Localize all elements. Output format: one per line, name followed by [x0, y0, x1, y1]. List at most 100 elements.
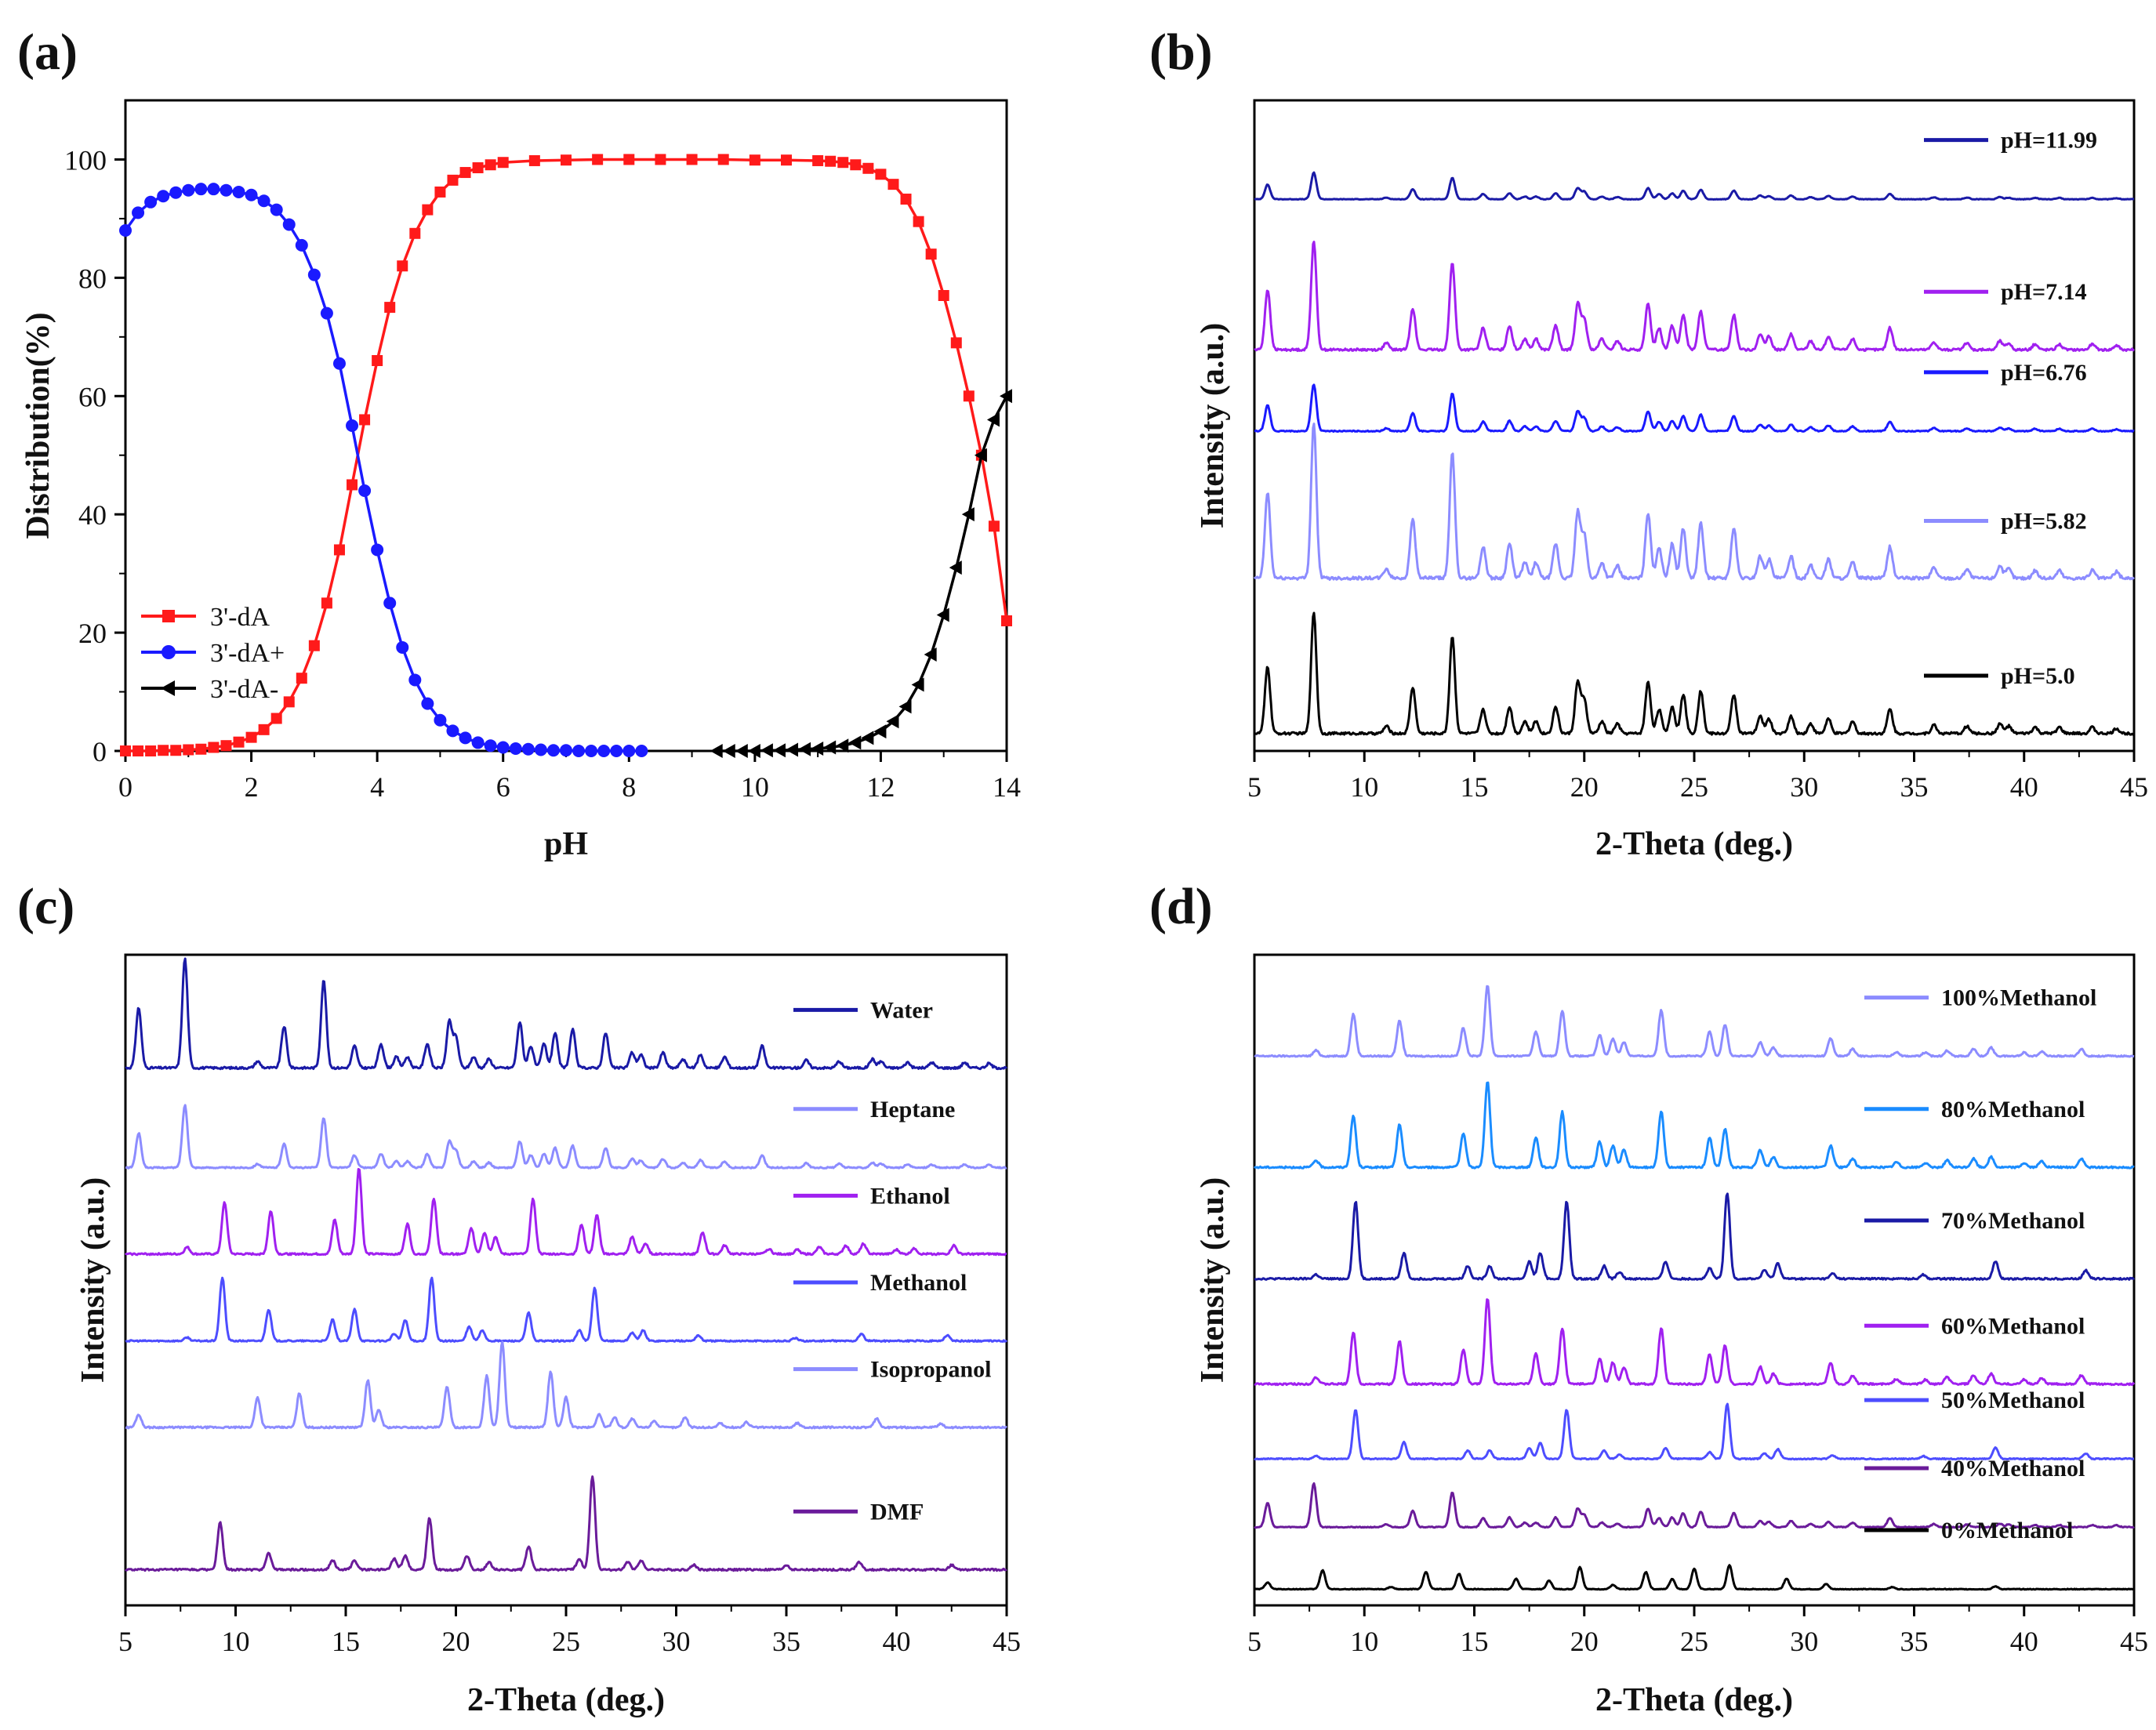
- pattern-trace-5: [124, 1475, 1007, 1572]
- legend-marker: [162, 645, 176, 659]
- pattern-trace-0: [1254, 985, 2135, 1058]
- panel-label: (b): [1149, 24, 1213, 81]
- marker-square: [283, 696, 295, 708]
- x-tick-label: 5: [1247, 1626, 1261, 1657]
- marker-square: [384, 302, 396, 314]
- pattern-trace-3: [1253, 423, 2136, 581]
- marker-square: [1001, 615, 1012, 626]
- marker-triangle: [861, 731, 874, 745]
- legend-label: Heptane: [870, 1097, 955, 1123]
- x-tick-label: 35: [1900, 1626, 1929, 1657]
- x-tick-label: 10: [741, 771, 769, 803]
- marker-square: [132, 745, 144, 756]
- marker-circle: [635, 745, 648, 757]
- marker-square: [120, 745, 131, 756]
- pattern-trace-6: [1254, 1564, 2135, 1591]
- marker-triangle: [1000, 389, 1012, 404]
- marker-triangle: [798, 742, 811, 756]
- marker-square: [422, 204, 434, 216]
- marker-triangle: [936, 607, 949, 622]
- x-tick-label: 35: [1900, 771, 1929, 803]
- marker-square: [170, 745, 182, 756]
- x-tick-label: 30: [1790, 1626, 1818, 1657]
- pattern-trace-4: [125, 1340, 1007, 1430]
- x-tick-label: 30: [1790, 771, 1818, 803]
- marker-square: [925, 248, 937, 260]
- x-tick-label: 30: [662, 1626, 691, 1657]
- x-tick-label: 5: [1247, 771, 1261, 803]
- legend-label: pH=5.0: [2001, 663, 2075, 689]
- x-tick-label: 0: [118, 771, 132, 803]
- pattern-trace-1: [1254, 241, 2135, 352]
- y-tick-label: 100: [64, 144, 107, 176]
- legend-label: DMF: [870, 1499, 924, 1525]
- panel-label: (d): [1149, 878, 1213, 935]
- marker-circle: [371, 543, 384, 557]
- marker-triangle: [747, 744, 760, 758]
- legend-label: pH=7.14: [2001, 279, 2087, 305]
- marker-square: [447, 174, 459, 186]
- marker-circle: [484, 739, 497, 753]
- marker-circle: [534, 743, 547, 756]
- marker-circle: [307, 268, 321, 281]
- marker-square: [258, 724, 270, 735]
- marker-circle: [220, 183, 233, 197]
- marker-square: [988, 520, 1000, 532]
- legend-label: Water: [870, 997, 933, 1023]
- legend-label: pH=11.99: [2001, 128, 2097, 154]
- marker-square: [850, 159, 862, 171]
- marker-triangle: [710, 744, 723, 758]
- pattern-trace-3: [125, 1276, 1008, 1343]
- x-tick-label: 35: [772, 1626, 800, 1657]
- pattern-trace-0: [1254, 171, 2135, 201]
- series-line-1: [124, 187, 642, 753]
- y-tick-label: 80: [78, 263, 107, 294]
- marker-circle: [383, 597, 397, 610]
- marker-circle: [521, 742, 535, 756]
- pattern-trace-4: [1254, 1402, 2135, 1461]
- marker-triangle: [772, 743, 786, 758]
- marker-square: [359, 414, 371, 426]
- marker-square: [321, 597, 332, 609]
- marker-circle: [245, 188, 258, 201]
- legend-marker: [161, 680, 175, 696]
- marker-circle: [509, 742, 522, 755]
- marker-triangle: [974, 448, 987, 462]
- marker-square: [208, 742, 220, 753]
- marker-circle: [396, 640, 409, 654]
- marker-circle: [144, 195, 158, 209]
- marker-square: [459, 167, 471, 179]
- marker-circle: [572, 745, 586, 757]
- marker-circle: [207, 183, 220, 196]
- marker-triangle: [873, 724, 887, 739]
- pattern-trace-2: [1254, 1192, 2136, 1281]
- y-tick-label: 40: [78, 499, 107, 531]
- x-tick-label: 10: [222, 1626, 250, 1657]
- marker-triangle: [986, 412, 1000, 427]
- x-tick-label: 14: [993, 771, 1021, 803]
- marker-square: [195, 743, 207, 755]
- marker-square: [900, 194, 912, 205]
- panel-b-xrd-ph: 5 10 15 20 25 30 35 40 45 2-Theta (deg.) Intensity…: [1149, 24, 2148, 862]
- marker-triangle: [836, 738, 849, 753]
- marker-square: [183, 744, 194, 756]
- legend-label: pH=5.82: [2001, 509, 2087, 535]
- marker-square: [812, 154, 824, 166]
- legend-label: 3'-dA+: [210, 639, 285, 668]
- marker-circle: [320, 306, 333, 320]
- marker-circle: [194, 183, 208, 196]
- marker-square: [592, 154, 604, 165]
- marker-circle: [622, 745, 636, 757]
- panel-a-distribution: 0 2 4 6 8 10 12 14 pH Distribution(%) (a) 0 20 40 60 80…: [17, 24, 1021, 862]
- y-tick-label: 20: [78, 618, 107, 649]
- marker-circle: [610, 745, 623, 757]
- y-tick-label: 60: [78, 381, 107, 412]
- x-tick-label: 15: [1461, 1626, 1489, 1657]
- panel-label: (a): [17, 24, 78, 81]
- x-tick-label: 15: [1461, 771, 1489, 803]
- marker-triangle: [735, 744, 748, 758]
- marker-square: [950, 337, 962, 349]
- marker-triangle: [811, 741, 824, 756]
- legend-label: 3'-dA: [210, 603, 270, 632]
